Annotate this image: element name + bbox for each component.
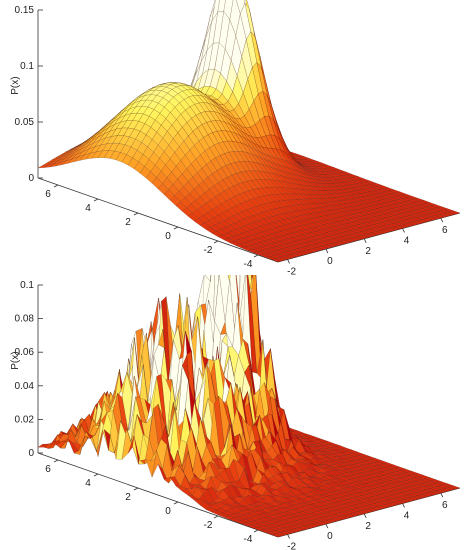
z-axis-label: P(x): [10, 76, 21, 94]
y-axis-line: [37, 177, 279, 263]
y-tick: [173, 226, 179, 230]
x-tick: [440, 492, 444, 498]
surface-plot-top: 0 0.05 0.1 0.15 P(x) -4 -2 0 2 4 6 -2 0 2 4 6: [10, 0, 461, 275]
x-tick-label: 4: [404, 510, 410, 521]
y-tick-label: 0: [165, 231, 171, 242]
y-axis-line: [37, 452, 279, 538]
z-tick-label: 0.06: [15, 347, 35, 358]
y-tick-label: -2: [204, 520, 213, 531]
z-tick-label: 0.08: [15, 314, 35, 325]
surface-plot-bottom: 0 0.02 0.04 0.06 0.08 0.1 P(x) -4 -2 0 2 4 6 -2 0 2 4 6: [10, 275, 461, 550]
x-tick: [363, 238, 367, 243]
z-tick-label: 0.02: [15, 414, 35, 425]
surface-patch: [217, 0, 226, 13]
y-tick: [93, 473, 99, 477]
y-tick: [133, 487, 139, 491]
x-tick-label: 6: [442, 500, 448, 511]
z-axis-label: P(x): [10, 351, 21, 369]
y-tick: [253, 529, 259, 533]
y-tick-label: -4: [244, 259, 253, 270]
x-tick: [402, 228, 405, 233]
x-tick-label: 0: [327, 531, 333, 542]
z-tick-label: 0: [28, 173, 34, 184]
z-tick-label: 0.1: [20, 280, 34, 291]
x-tick-label: -2: [287, 541, 296, 550]
y-tick: [173, 501, 179, 505]
x-tick: [325, 248, 329, 254]
z-tick-label: 0.1: [20, 61, 34, 72]
x-tick: [363, 513, 367, 518]
surface-patch: [448, 210, 461, 215]
surface-patch: [210, 275, 212, 282]
x-tick-label: 2: [365, 246, 371, 257]
x-tick: [325, 523, 329, 529]
y-tick-label: 6: [45, 189, 51, 200]
surface-patch: [211, 0, 220, 22]
z-tick-label: 0.05: [15, 117, 35, 128]
y-tick: [213, 515, 219, 519]
y-tick-label: 2: [125, 217, 131, 228]
y-tick: [53, 184, 59, 188]
surface-patch: [204, 275, 211, 282]
y-tick-label: -2: [204, 245, 213, 256]
y-tick-label: 6: [45, 464, 51, 475]
y-tick: [53, 459, 59, 463]
x-tick-label: 2: [365, 521, 371, 532]
y-tick: [253, 254, 259, 258]
y-tick: [213, 240, 219, 244]
x-tick: [287, 534, 290, 539]
surface-patch: [448, 485, 461, 490]
x-tick: [287, 259, 290, 264]
x-tick-label: 0: [327, 256, 333, 267]
x-tick: [440, 217, 444, 223]
y-tick-label: 4: [85, 203, 91, 214]
y-tick-label: -4: [244, 534, 253, 545]
y-tick: [93, 198, 99, 202]
x-tick-label: -2: [287, 266, 296, 275]
y-tick-label: 0: [165, 506, 171, 517]
z-tick-label: 0: [28, 448, 34, 459]
surface-mesh: [37, 0, 461, 263]
y-tick: [133, 212, 139, 216]
z-tick-label: 0.15: [15, 5, 35, 16]
surface-mesh: [37, 275, 461, 538]
x-tick-label: 6: [442, 225, 448, 236]
z-tick-label: 0.04: [15, 381, 35, 392]
y-tick-label: 4: [85, 478, 91, 489]
x-tick: [402, 503, 405, 508]
x-tick-label: 4: [404, 235, 410, 246]
y-tick-label: 2: [125, 492, 131, 503]
